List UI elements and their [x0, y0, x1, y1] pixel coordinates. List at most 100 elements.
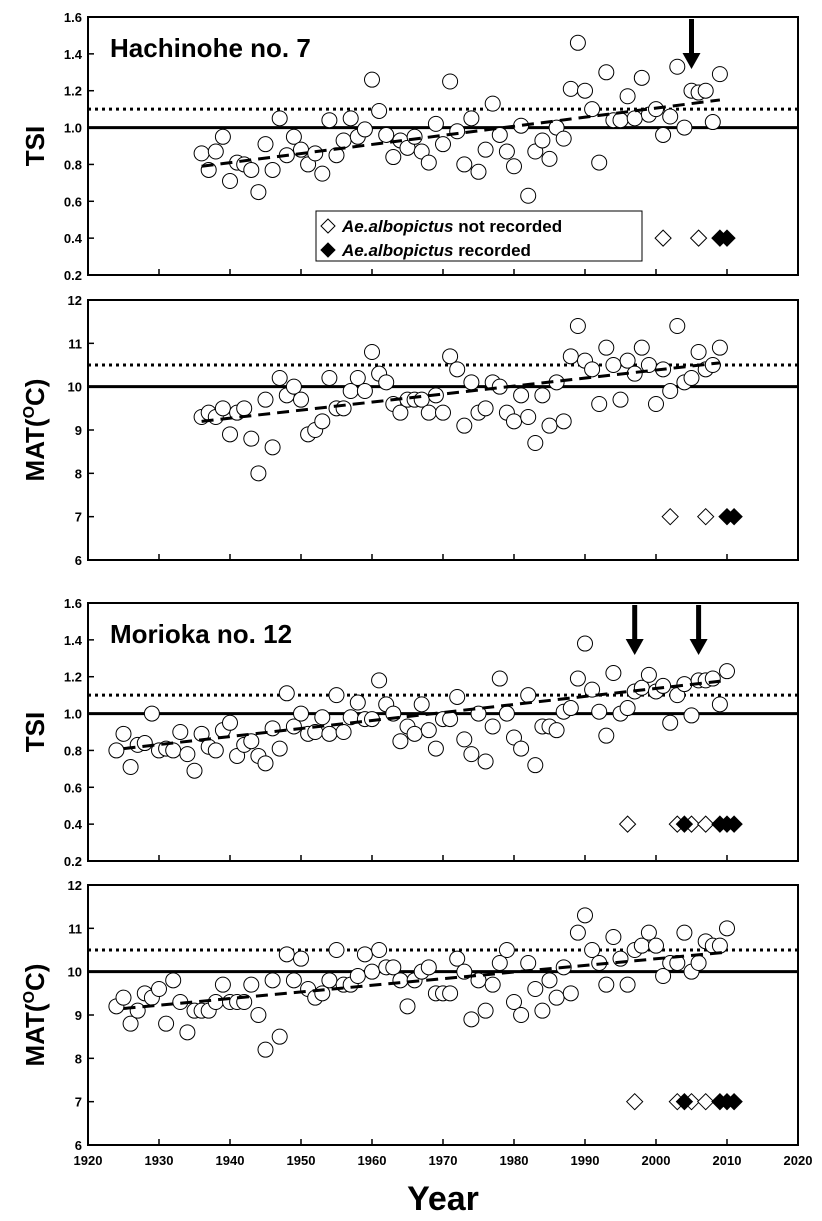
- y-tick-label: 0.4: [64, 231, 83, 246]
- data-point: [463, 1011, 480, 1028]
- data-point: [541, 150, 558, 167]
- data-point: [541, 417, 558, 434]
- data-point: [662, 714, 679, 731]
- data-point: [591, 154, 608, 171]
- data-point: [406, 128, 423, 145]
- data-point: [406, 725, 423, 742]
- data-point: [612, 112, 629, 129]
- diamond-not-recorded: [618, 815, 637, 833]
- data-point: [577, 635, 593, 652]
- data-point: [669, 318, 686, 334]
- data-point: [555, 413, 572, 430]
- data-point: [392, 733, 409, 750]
- y-tick-label: 1.0: [64, 707, 82, 722]
- data-point: [456, 156, 473, 173]
- diamond-not-recorded: [625, 1092, 644, 1111]
- data-point: [151, 981, 167, 997]
- legend-status: recorded: [453, 241, 530, 260]
- y-axis-label-main: MAT(: [20, 1003, 50, 1066]
- data-point: [122, 759, 139, 776]
- data-point: [605, 929, 622, 945]
- data-point: [349, 694, 366, 711]
- y-tick-label: 1.2: [64, 84, 82, 99]
- data-point: [477, 141, 494, 158]
- diamond-not-recorded: [696, 1092, 715, 1111]
- data-point: [257, 755, 274, 772]
- data-point: [598, 339, 615, 356]
- y-axis-label-unit: C): [20, 964, 50, 991]
- y-tick-label: 0.2: [64, 854, 82, 869]
- data-point: [491, 126, 508, 143]
- y-tick-label: 1.6: [64, 10, 82, 25]
- data-point: [165, 972, 182, 989]
- chart-title: Hachinohe no. 7: [110, 33, 311, 63]
- data-point: [293, 705, 309, 722]
- data-point: [633, 69, 650, 86]
- data-point: [278, 685, 295, 702]
- x-tick-label: 1940: [216, 1153, 245, 1168]
- y-tick-label: 7: [75, 1095, 82, 1110]
- data-point: [321, 725, 338, 742]
- data-point: [676, 119, 693, 136]
- data-point: [193, 145, 210, 162]
- diamond-recorded: [725, 1092, 743, 1111]
- data-point: [371, 672, 388, 689]
- data-point: [285, 378, 302, 395]
- data-point: [520, 687, 537, 704]
- diamond-not-recorded: [661, 507, 679, 526]
- data-point: [527, 757, 544, 774]
- data-point: [122, 1015, 139, 1032]
- legend-species: Ae.albopictus: [341, 217, 453, 236]
- data-point: [506, 994, 522, 1010]
- diamond-not-recorded: [696, 815, 715, 833]
- trend-line: [123, 950, 728, 1010]
- data-point: [335, 400, 352, 417]
- data-point: [498, 705, 515, 722]
- data-point: [271, 1028, 288, 1045]
- data-point: [506, 413, 522, 430]
- x-axis-label: Year: [407, 1180, 479, 1218]
- data-point: [193, 725, 210, 742]
- data-point: [108, 742, 125, 759]
- y-tick-label: 0.6: [64, 194, 82, 209]
- y-axis-label-degree: O: [21, 991, 38, 1003]
- data-point: [449, 950, 466, 967]
- data-point: [243, 161, 260, 178]
- data-point: [591, 703, 608, 720]
- data-point: [470, 163, 487, 180]
- data-point: [534, 132, 551, 149]
- x-tick-label: 1920: [74, 1153, 103, 1168]
- x-tick-label: 1980: [500, 1153, 529, 1168]
- data-point: [548, 989, 565, 1006]
- data-point: [484, 976, 501, 993]
- data-point: [655, 968, 672, 984]
- data-point: [633, 339, 650, 356]
- data-point: [541, 972, 558, 989]
- legend-label-not-recorded: Ae.albopictus not recorded: [341, 217, 562, 236]
- data-point: [463, 374, 480, 391]
- trend-line: [123, 678, 728, 751]
- y-axis-label-main: TSI: [20, 712, 50, 752]
- legend-status: not recorded: [453, 217, 562, 236]
- data-point: [378, 126, 395, 143]
- diamond-recorded: [675, 1092, 694, 1111]
- y-axis-label: TSI: [20, 126, 50, 166]
- data-point: [314, 709, 331, 726]
- diamond-recorded: [718, 229, 736, 247]
- data-point: [172, 724, 189, 740]
- data-point: [648, 396, 664, 412]
- data-point: [619, 352, 636, 369]
- data-point: [619, 976, 636, 993]
- y-tick-label: 0.8: [64, 743, 82, 758]
- data-point: [711, 937, 728, 954]
- data-point: [683, 370, 700, 386]
- data-point: [435, 136, 451, 153]
- diamond-recorded: [725, 815, 743, 833]
- data-point: [214, 128, 231, 145]
- data-point: [612, 950, 629, 967]
- data-point: [243, 430, 260, 447]
- data-point: [662, 108, 679, 125]
- data-point: [207, 143, 224, 160]
- data-point: [214, 400, 231, 417]
- data-point: [413, 696, 430, 713]
